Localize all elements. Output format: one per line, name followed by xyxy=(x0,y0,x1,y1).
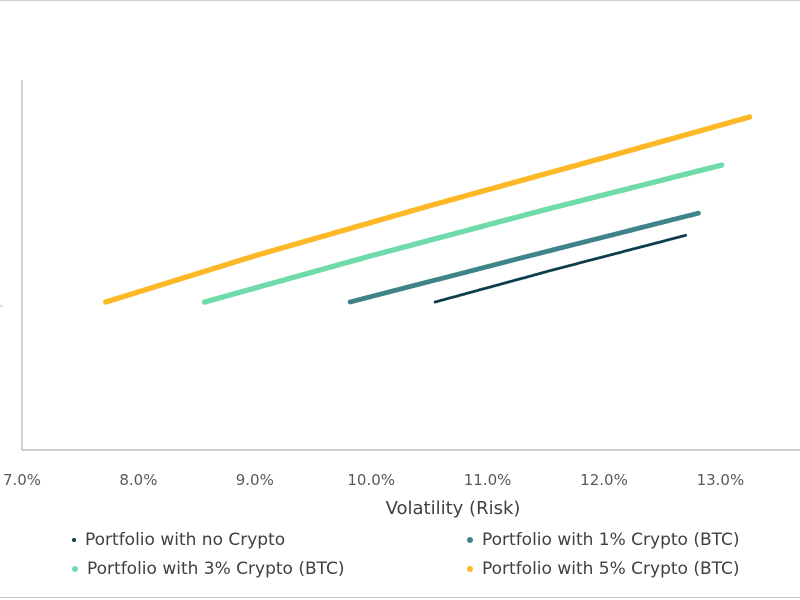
top-border xyxy=(0,0,800,1)
legend-label: Portfolio with 1% Crypto (BTC) xyxy=(482,530,740,550)
legend-item-1pct: Portfolio with 1% Crypto (BTC) xyxy=(467,530,740,550)
legend-marker xyxy=(72,566,78,572)
series-0 xyxy=(433,233,687,304)
x-tick-label: 7.0% xyxy=(3,471,41,489)
legend-label: Portfolio with 5% Crypto (BTC) xyxy=(482,559,740,579)
legend-marker xyxy=(467,537,473,543)
legend-marker xyxy=(72,538,76,542)
legend-item-no-crypto: Portfolio with no Crypto xyxy=(72,530,285,550)
data-point xyxy=(695,210,701,216)
x-axis-label: Volatility (Risk) xyxy=(386,498,521,519)
data-point xyxy=(746,114,753,120)
data-point xyxy=(684,233,687,237)
x-tick-label: 12.0% xyxy=(580,471,628,489)
x-tick-label: 10.0% xyxy=(347,471,395,489)
legend-label: Portfolio with 3% Crypto (BTC) xyxy=(87,559,345,579)
bottom-border xyxy=(0,597,800,598)
series-2 xyxy=(201,162,725,305)
legend-label: Portfolio with no Crypto xyxy=(85,530,286,550)
x-tick-label: 9.0% xyxy=(236,471,274,489)
legend-marker xyxy=(467,566,473,572)
x-tick-label: 11.0% xyxy=(464,471,512,489)
x-tick-label: 8.0% xyxy=(119,471,157,489)
legend-item-3pct: Portfolio with 3% Crypto (BTC) xyxy=(72,559,345,579)
x-tick-label: 13.0% xyxy=(697,471,745,489)
series-3 xyxy=(103,114,753,305)
series-1 xyxy=(347,210,701,305)
legend-item-5pct: Portfolio with 5% Crypto (BTC) xyxy=(467,559,740,579)
data-point xyxy=(718,162,725,168)
